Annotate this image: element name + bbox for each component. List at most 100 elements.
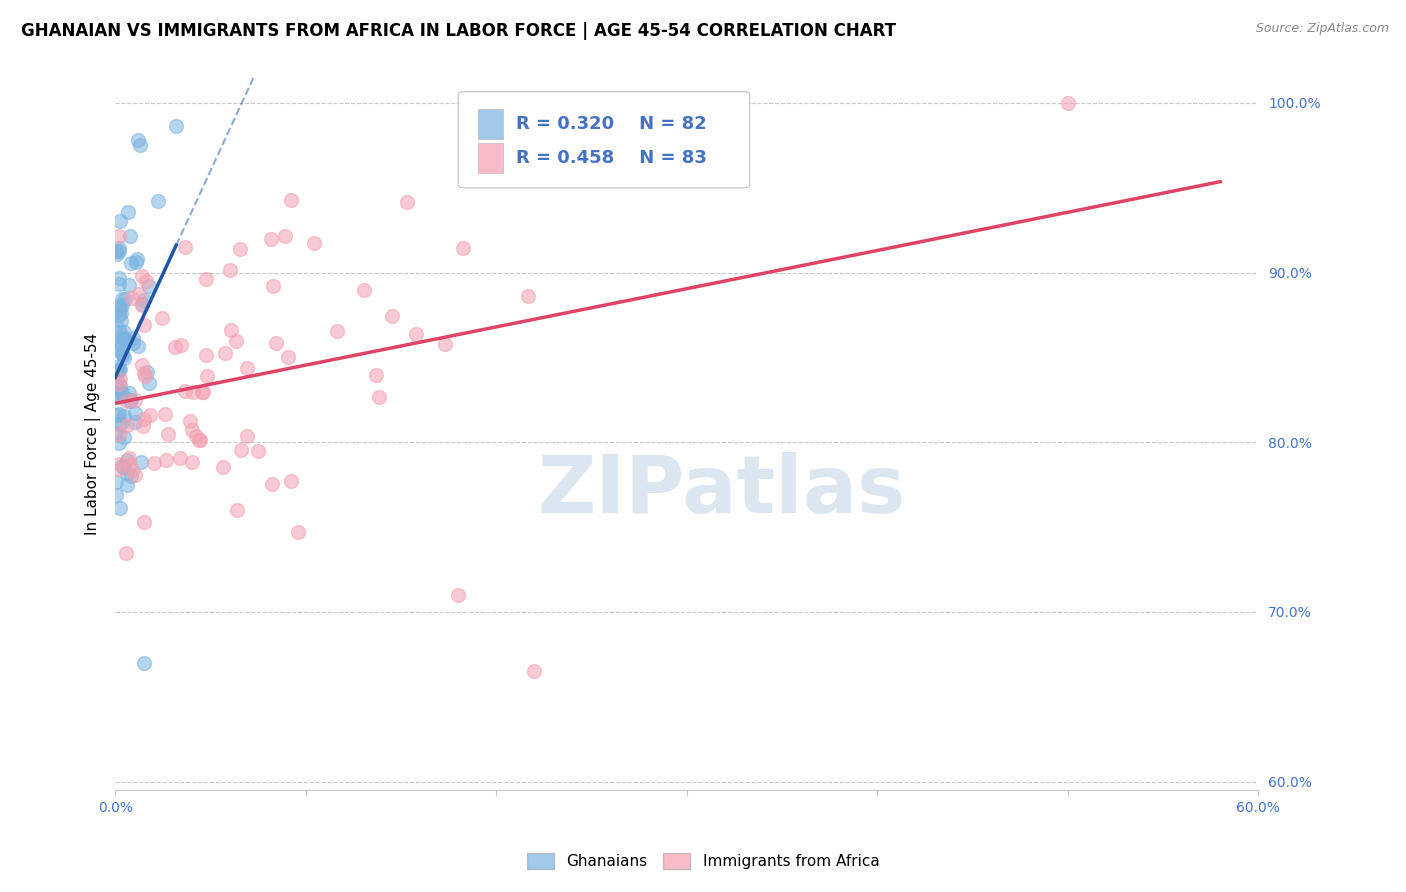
Point	[105, 389, 128, 403]
FancyBboxPatch shape	[458, 92, 749, 188]
Point	[105, 244, 128, 258]
Point	[174, 384, 197, 398]
Point	[129, 455, 152, 469]
Point	[124, 467, 146, 482]
Point	[108, 362, 131, 376]
Point	[274, 229, 297, 244]
Point	[181, 423, 204, 437]
Point	[108, 363, 131, 377]
Point	[108, 241, 131, 255]
Point	[111, 346, 134, 360]
Point	[131, 297, 153, 311]
Point	[112, 351, 135, 365]
Point	[226, 503, 249, 517]
Point	[366, 368, 388, 383]
Point	[134, 369, 156, 384]
Point	[280, 474, 302, 488]
Point	[264, 336, 287, 351]
Point	[131, 268, 153, 283]
Point	[212, 459, 235, 474]
Point	[194, 348, 217, 362]
Point	[112, 460, 135, 475]
Point	[118, 458, 141, 473]
Point	[219, 263, 242, 277]
Point	[194, 271, 217, 285]
Point	[107, 343, 129, 357]
Point	[111, 292, 134, 306]
Point	[260, 232, 283, 246]
Point	[262, 476, 284, 491]
Text: GHANAIAN VS IMMIGRANTS FROM AFRICA IN LABOR FORCE | AGE 45-54 CORRELATION CHART: GHANAIAN VS IMMIGRANTS FROM AFRICA IN LA…	[21, 22, 896, 40]
Point	[108, 457, 131, 471]
Point	[115, 394, 138, 409]
Point	[110, 337, 132, 351]
Point	[136, 365, 159, 379]
Point	[155, 452, 177, 467]
Point	[138, 278, 160, 293]
Text: R = 0.458    N = 83: R = 0.458 N = 83	[516, 149, 707, 167]
Point	[277, 350, 299, 364]
Point	[181, 384, 204, 399]
Point	[523, 665, 546, 679]
Point	[434, 337, 457, 351]
Point	[128, 286, 150, 301]
Point	[108, 407, 131, 421]
Legend: Ghanaians, Immigrants from Africa: Ghanaians, Immigrants from Africa	[520, 847, 886, 875]
Point	[115, 418, 138, 433]
Point	[105, 408, 128, 422]
Point	[1056, 95, 1078, 110]
Point	[139, 409, 162, 423]
Point	[105, 373, 128, 387]
Point	[132, 419, 155, 434]
Point	[121, 291, 143, 305]
Point	[105, 366, 128, 380]
Point	[229, 243, 252, 257]
Point	[112, 332, 135, 346]
Point	[110, 330, 132, 344]
Point	[120, 394, 142, 409]
Point	[135, 274, 157, 288]
Point	[120, 469, 142, 483]
Point	[395, 194, 418, 209]
Point	[108, 325, 131, 339]
Bar	[478, 143, 503, 173]
Point	[132, 293, 155, 307]
Point	[111, 386, 134, 401]
Point	[181, 455, 204, 469]
Point	[115, 466, 138, 480]
Point	[118, 228, 141, 243]
Point	[122, 335, 145, 350]
Point	[127, 252, 149, 266]
Point	[173, 240, 195, 254]
Point	[108, 462, 131, 476]
Point	[112, 325, 135, 339]
Point	[165, 119, 187, 133]
Point	[188, 433, 211, 447]
Point	[105, 362, 128, 376]
Point	[115, 453, 138, 467]
Point	[105, 359, 128, 374]
Point	[447, 588, 470, 602]
Point	[110, 314, 132, 328]
Point	[125, 254, 148, 268]
Point	[108, 244, 131, 258]
Point	[111, 386, 134, 401]
Point	[108, 378, 131, 392]
Point	[120, 393, 142, 408]
Point	[110, 214, 132, 228]
Point	[108, 376, 131, 391]
Point	[110, 301, 132, 316]
Point	[121, 463, 143, 477]
Point	[127, 133, 149, 147]
Point	[150, 311, 173, 326]
Point	[214, 346, 236, 360]
Point	[132, 515, 155, 529]
Point	[108, 417, 131, 431]
Point	[381, 310, 404, 324]
Text: Source: ZipAtlas.com: Source: ZipAtlas.com	[1256, 22, 1389, 36]
Point	[405, 326, 427, 341]
Point	[112, 409, 135, 424]
Point	[111, 459, 134, 474]
Point	[105, 374, 128, 388]
Point	[129, 138, 152, 153]
